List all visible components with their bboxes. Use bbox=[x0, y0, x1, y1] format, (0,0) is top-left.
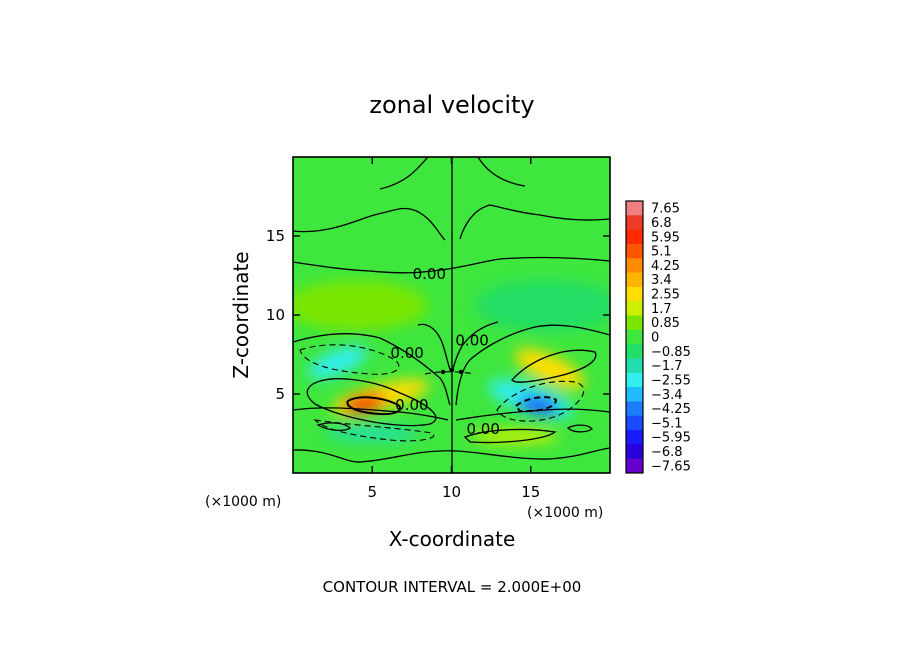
colorbar-label: 3.4 bbox=[651, 273, 672, 288]
colorbar-label: 6.8 bbox=[651, 216, 672, 231]
contour-positive-core bbox=[346, 396, 402, 416]
contour-upper-right-pos bbox=[511, 349, 597, 383]
contour-positive-band bbox=[306, 378, 437, 427]
contour-negative-right-band bbox=[496, 380, 585, 422]
x-unit-note-left: (×1000 m) bbox=[205, 494, 281, 510]
colorbar-swatch bbox=[626, 401, 643, 417]
colorbar-swatch bbox=[626, 201, 643, 216]
colorbar-label: −5.95 bbox=[651, 431, 691, 446]
colorbar-swatch bbox=[626, 215, 643, 231]
colorbar-label: −2.55 bbox=[651, 373, 691, 388]
field-feature bbox=[470, 429, 560, 444]
y-axis-ticks: 5 10 15 bbox=[266, 227, 610, 403]
contour-label: 0.00 bbox=[455, 331, 488, 349]
colorbar-swatch bbox=[626, 444, 643, 460]
colorbar-label: −3.4 bbox=[651, 388, 683, 403]
dashed-contours bbox=[299, 344, 585, 442]
colorbar-label: −0.85 bbox=[651, 345, 691, 360]
colorbar-label: −1.7 bbox=[651, 359, 683, 374]
field-feature bbox=[324, 426, 420, 441]
colorbar-label: 4.25 bbox=[651, 259, 680, 274]
contour-negative-right-core bbox=[514, 396, 558, 413]
colorbar-label: 2.55 bbox=[651, 288, 680, 303]
x-tick-label: 5 bbox=[367, 483, 377, 501]
y-tick-label: 5 bbox=[275, 385, 285, 403]
colorbar-swatch bbox=[626, 358, 643, 374]
x-axis-ticks: 5 10 15 bbox=[367, 157, 540, 501]
contour-negative-upper-left bbox=[299, 344, 400, 375]
colorbar-swatch bbox=[626, 372, 643, 388]
colorbar-label: 1.7 bbox=[651, 302, 672, 317]
colorbar-label: 5.95 bbox=[651, 230, 680, 245]
colorbar-label: −5.1 bbox=[651, 416, 683, 431]
contour-lower-right bbox=[455, 408, 610, 421]
x-unit-note-right: (×1000 m) bbox=[527, 505, 603, 521]
field-feature bbox=[514, 348, 585, 389]
contour-label: 0.00 bbox=[395, 396, 428, 414]
colorbar-swatch bbox=[626, 315, 643, 331]
contour-center-dots bbox=[440, 367, 464, 375]
contour-labels: 0.00 0.00 0.00 0.00 0.00 bbox=[390, 265, 499, 438]
plot-area: 0.00 0.00 0.00 0.00 0.00 bbox=[293, 157, 610, 473]
contour-lines bbox=[293, 157, 610, 473]
field-feature bbox=[293, 280, 428, 331]
field-feature bbox=[307, 346, 368, 379]
contour-lower-left-pos bbox=[316, 422, 351, 432]
contour-zero-upper bbox=[293, 256, 610, 274]
contour-label: 0.00 bbox=[466, 420, 499, 438]
colorbar-label: −4.25 bbox=[651, 402, 691, 417]
y-tick-label: 15 bbox=[266, 227, 285, 245]
contour-v-right bbox=[451, 321, 499, 373]
contour-label: 0.00 bbox=[413, 265, 446, 283]
contour-dot bbox=[440, 369, 446, 375]
contour-upper-right bbox=[459, 204, 610, 240]
contour-lower-right-pos bbox=[463, 428, 557, 444]
colorbar-swatch bbox=[626, 229, 643, 245]
colorbar-label: 7.65 bbox=[651, 202, 680, 217]
colorbar-swatch bbox=[626, 415, 643, 431]
contour-center-small bbox=[424, 371, 476, 375]
colorbar-swatch bbox=[626, 301, 643, 316]
y-tick-label: 10 bbox=[266, 306, 285, 324]
colorbar-swatch bbox=[626, 272, 643, 288]
x-axis-label: X-coordinate bbox=[389, 527, 516, 551]
contour-dot bbox=[458, 369, 464, 375]
contour-label: 0.00 bbox=[390, 344, 423, 362]
colorbar-swatch bbox=[626, 430, 643, 445]
colorbar-frame bbox=[625, 200, 644, 474]
colorbar-swatch bbox=[626, 329, 643, 345]
colorbar-label: 0 bbox=[651, 331, 659, 346]
contour-interval-note: CONTOUR INTERVAL = 2.000E+00 bbox=[323, 578, 582, 596]
colorbar-swatch bbox=[626, 286, 643, 302]
contour-top-cap bbox=[379, 157, 526, 190]
colorbar-swatch bbox=[626, 243, 643, 259]
contour-negative-lower-left bbox=[313, 419, 435, 442]
colorbar-label: −7.65 bbox=[651, 459, 691, 474]
colorbar-swatch bbox=[626, 258, 643, 273]
contour-dot bbox=[449, 367, 455, 373]
contour-bottom bbox=[293, 447, 610, 463]
colorbar: 7.656.85.955.14.253.42.551.70.850−0.85−1… bbox=[625, 200, 691, 474]
y-axis-label: Z-coordinate bbox=[229, 251, 253, 378]
colorbar-label: 0.85 bbox=[651, 316, 680, 331]
contour-upper-left bbox=[293, 207, 446, 241]
colorbar-swatch bbox=[626, 344, 643, 359]
colorbar-swatch bbox=[626, 387, 643, 402]
colorbar-label: 5.1 bbox=[651, 245, 672, 260]
contour-small-right bbox=[566, 424, 593, 433]
chart-title: zonal velocity bbox=[369, 91, 534, 119]
x-tick-label: 15 bbox=[521, 483, 540, 501]
contour-v-left bbox=[417, 323, 452, 373]
field-feature bbox=[475, 280, 610, 331]
x-tick-label: 10 bbox=[442, 483, 461, 501]
colorbar-label: −6.8 bbox=[651, 445, 683, 460]
contour-zero-left bbox=[293, 332, 451, 406]
velocity-field bbox=[293, 280, 610, 444]
contour-zero-right bbox=[455, 324, 610, 406]
colorbar-swatch bbox=[626, 458, 643, 474]
